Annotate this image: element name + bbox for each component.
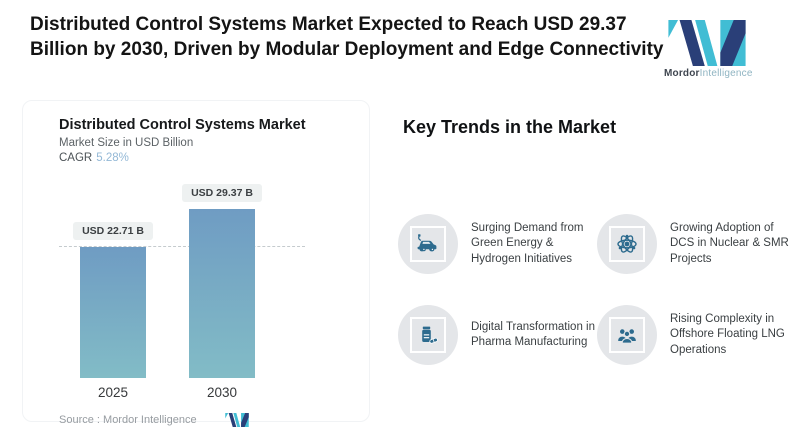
trends-grid: Surging Demand from Green Energy & Hydro… [398, 214, 794, 365]
bar-2025 [80, 247, 146, 378]
trend-item-nuclear-smr: Growing Adoption of DCS in Nuclear & SMR… [597, 214, 794, 274]
page-title: Distributed Control Systems Market Expec… [30, 14, 664, 60]
trends-heading: Key Trends in the Market [403, 117, 617, 137]
source-label: Source : [59, 414, 100, 426]
source-text: Source : Mordor Intelligence [59, 414, 197, 426]
source-row: Source : Mordor Intelligence [59, 413, 369, 427]
brand-logo: MordorIntelligence [664, 20, 753, 79]
trend-icon-circle [597, 214, 657, 274]
bar-chart-plot: USD 22.71 B USD 29.37 B [59, 173, 335, 378]
team-icon [609, 317, 645, 353]
mini-mordor-logo-icon [224, 413, 249, 427]
x-axis-labels: 2025 2030 [59, 385, 335, 401]
x-tick-2030: 2030 [206, 385, 238, 400]
value-label-2030: USD 29.37 B [182, 184, 262, 202]
atom-icon [609, 226, 645, 262]
x-tick-2025: 2025 [97, 385, 129, 400]
mordor-logo-icon [668, 20, 746, 66]
trend-item-pharma: Digital Transformation in Pharma Manufac… [398, 305, 597, 365]
trend-text: Rising Complexity in Offshore Floating L… [670, 312, 785, 356]
brand-name-bold: Mordor [664, 68, 700, 79]
chart-header: Distributed Control Systems Market Marke… [23, 101, 369, 173]
cagr-line: CAGR 5.28% [59, 152, 369, 164]
cagr-value: 5.28% [96, 152, 129, 164]
cagr-label: CAGR [59, 152, 93, 164]
trend-item-lng: Rising Complexity in Offshore Floating L… [597, 305, 794, 365]
bar-2030 [189, 209, 255, 378]
trend-text: Digital Transformation in Pharma Manufac… [471, 320, 595, 349]
brand-name-light: Intelligence [699, 68, 753, 79]
brand-name: MordorIntelligence [664, 68, 753, 79]
chart-subtitle: Market Size in USD Billion [59, 137, 194, 149]
trend-icon-circle [398, 305, 458, 365]
pill-bottle-icon [410, 317, 446, 353]
trend-icon-circle [597, 305, 657, 365]
market-chart-card: Distributed Control Systems Market Marke… [22, 100, 370, 427]
source-value: Mordor Intelligence [103, 414, 197, 426]
chart-title: Distributed Control Systems Market [59, 117, 306, 133]
bar-group-2030: USD 29.37 B [182, 184, 262, 378]
reference-dashed-line [59, 246, 305, 247]
electric-car-icon [410, 226, 446, 262]
trend-text: Growing Adoption of DCS in Nuclear & SMR… [670, 221, 789, 265]
bar-group-2025: USD 22.71 B [73, 222, 153, 378]
trend-icon-circle [398, 214, 458, 274]
trend-item-green-energy: Surging Demand from Green Energy & Hydro… [398, 214, 597, 274]
value-label-2025: USD 22.71 B [73, 222, 153, 240]
trend-text: Surging Demand from Green Energy & Hydro… [471, 221, 584, 265]
